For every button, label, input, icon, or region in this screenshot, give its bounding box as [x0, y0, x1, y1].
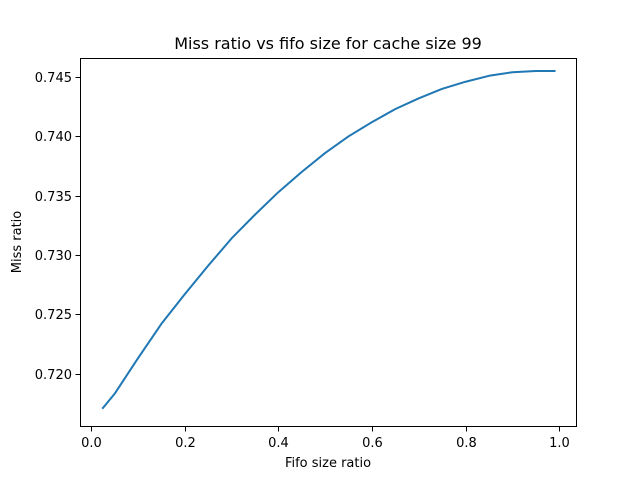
y-tick-label: 0.745	[35, 71, 72, 86]
x-axis-ticks: 0.0 0.2 0.4 0.6 0.8 1.0	[81, 427, 570, 451]
x-tick-label: 0.8	[456, 436, 477, 451]
x-tick-label: 0.4	[268, 436, 289, 451]
chart-title: Miss ratio vs fifo size for cache size 9…	[174, 34, 482, 53]
x-tick-label: 1.0	[549, 436, 570, 451]
series-line	[101, 70, 556, 410]
y-tick-label: 0.735	[35, 190, 72, 205]
x-tick-label: 0.0	[81, 436, 102, 451]
x-axis-label: Fifo size ratio	[285, 456, 371, 471]
y-axis-ticks: 0.720 0.725 0.730 0.735 0.740 0.745	[35, 71, 80, 383]
y-tick-label: 0.720	[35, 368, 72, 383]
x-tick-label: 0.2	[175, 436, 196, 451]
x-tick-label: 0.6	[362, 436, 383, 451]
y-tick-label: 0.740	[35, 130, 72, 145]
y-tick-label: 0.730	[35, 249, 72, 264]
y-tick-label: 0.725	[35, 308, 72, 323]
y-axis-label: Miss ratio	[10, 211, 25, 274]
plot-area: 0.0 0.2 0.4 0.6 0.8 1.0 0.7200.7250.7300.7350…	[35, 58, 577, 451]
series-layer	[101, 70, 556, 410]
